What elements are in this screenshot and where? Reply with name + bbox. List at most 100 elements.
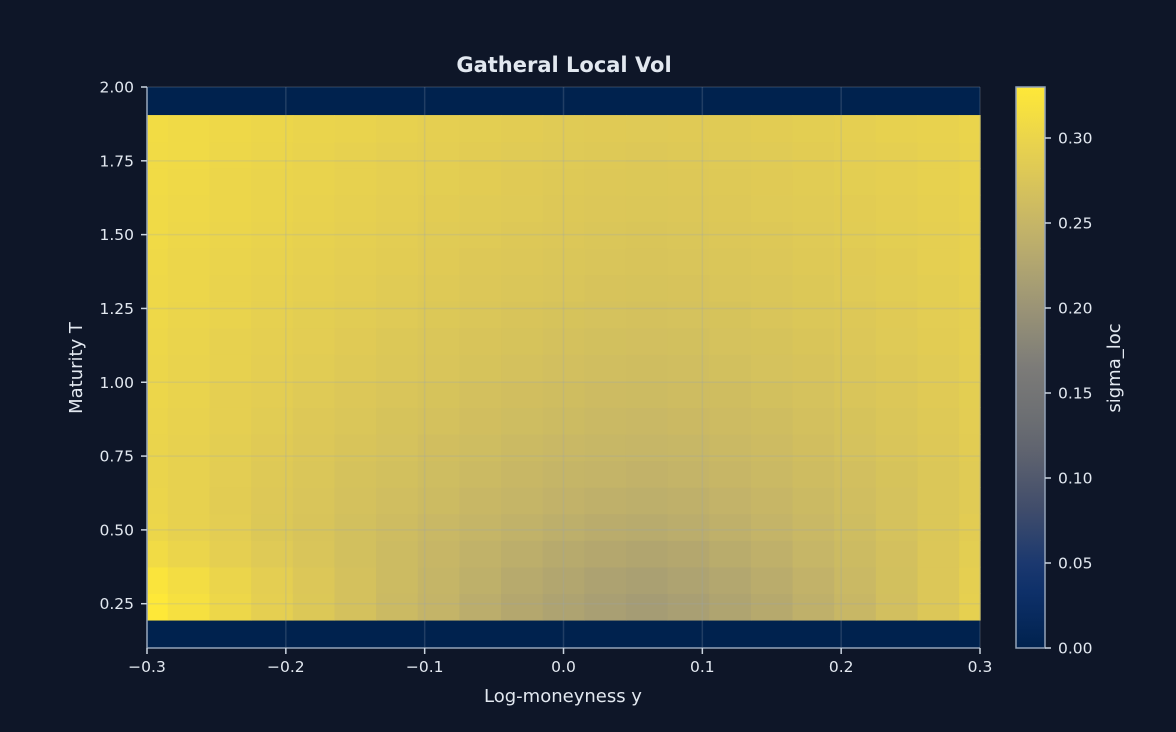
heatmap-cell xyxy=(667,380,710,408)
heatmap-cell xyxy=(501,274,544,302)
heatmap-cell xyxy=(147,380,169,408)
heatmap-cell xyxy=(875,487,919,515)
heatmap-cell xyxy=(959,380,981,408)
heatmap-cell xyxy=(875,354,919,382)
heatmap-cell xyxy=(334,301,377,329)
x-tick-label: −0.2 xyxy=(267,658,305,676)
heatmap-cell xyxy=(251,487,294,515)
heatmap-cell xyxy=(209,115,252,143)
heatmap-cell xyxy=(251,168,294,196)
heatmap-cell xyxy=(209,513,252,541)
heatmap-cell xyxy=(376,221,419,249)
heatmap-cell xyxy=(667,301,710,329)
heatmap-cell xyxy=(875,274,919,302)
heatmap-cell xyxy=(147,301,169,329)
heatmap-cell xyxy=(542,593,585,621)
heatmap-cell xyxy=(167,274,211,302)
heatmap-cell xyxy=(542,407,585,435)
heatmap-cell xyxy=(625,115,669,143)
heatmap-cell xyxy=(209,327,252,355)
heatmap-cell xyxy=(750,513,794,541)
heatmap-cell xyxy=(147,141,169,169)
heatmap-cell xyxy=(667,487,710,515)
heatmap-cell xyxy=(459,380,502,408)
heatmap-cell xyxy=(542,513,585,541)
heatmap-cell xyxy=(709,433,752,462)
heatmap-cell xyxy=(625,168,669,196)
heatmap-cell xyxy=(167,354,211,382)
heatmap-cell xyxy=(251,593,294,621)
heatmap-cell xyxy=(542,433,585,462)
heatmap-cell xyxy=(209,247,252,276)
heatmap-cell xyxy=(292,141,336,169)
heatmap-cell xyxy=(167,247,211,276)
heatmap-cell xyxy=(750,115,794,143)
heatmap-cell xyxy=(625,274,669,302)
heatmap-cell xyxy=(834,593,877,621)
heatmap-cell xyxy=(834,407,877,435)
colorbar-tick-label: 0.25 xyxy=(1058,215,1093,233)
heatmap-cell xyxy=(959,460,981,488)
heatmap-cell xyxy=(251,301,294,329)
heatmap-cell xyxy=(334,433,377,462)
heatmap-cell xyxy=(542,247,585,276)
colorbar-tick-label: 0.20 xyxy=(1058,300,1093,318)
y-tick-label: 0.25 xyxy=(99,595,134,613)
heatmap-cell xyxy=(147,566,169,594)
heatmap-cell xyxy=(834,274,877,302)
heatmap-cell xyxy=(667,115,710,143)
heatmap-cell xyxy=(209,566,252,594)
x-tick-label: 0.0 xyxy=(551,658,576,676)
heatmap-cell xyxy=(292,354,336,382)
heatmap-cell xyxy=(709,301,752,329)
heatmap-cell xyxy=(667,168,710,196)
heatmap-cell xyxy=(376,593,419,621)
heatmap-cell xyxy=(750,380,794,408)
heatmap-cell xyxy=(875,380,919,408)
heatmap-cell xyxy=(875,327,919,355)
y-axis-label: Maturity T xyxy=(66,321,87,414)
heatmap-cell xyxy=(501,168,544,196)
heatmap-cell xyxy=(625,247,669,276)
heatmap-cell xyxy=(376,513,419,541)
heatmap-cell xyxy=(209,460,252,488)
heatmap-cell xyxy=(376,380,419,408)
heatmap-cell xyxy=(709,407,752,435)
colorbar-ticks: 0.00 0.05 0.10 0.15 0.20 0.25 0.30 xyxy=(1045,130,1093,658)
heatmap-cell xyxy=(959,566,981,594)
heatmap-cell xyxy=(334,487,377,515)
heatmap-cell xyxy=(709,247,752,276)
heatmap-cell xyxy=(959,221,981,249)
heatmap-cell xyxy=(917,221,960,249)
heatmap-cell xyxy=(917,593,960,621)
heatmap-cell xyxy=(292,593,336,621)
heatmap-cell xyxy=(584,115,627,143)
heatmap-cell xyxy=(292,566,336,594)
x-tick-label: 0.2 xyxy=(829,658,854,676)
heatmap-cell xyxy=(792,141,835,169)
colorbar-label: sigma_loc xyxy=(1104,323,1125,412)
heatmap-cell xyxy=(875,407,919,435)
heatmap-cell xyxy=(209,168,252,196)
x-tick-label: −0.1 xyxy=(406,658,444,676)
heatmap-cell xyxy=(167,593,211,621)
heatmap-cell xyxy=(459,168,502,196)
heatmap-cell xyxy=(459,566,502,594)
heatmap-cell xyxy=(709,115,752,143)
heatmap-cell xyxy=(875,141,919,169)
heatmap-cell xyxy=(251,540,294,568)
heatmap-cell xyxy=(209,221,252,249)
heatmap-cell xyxy=(709,593,752,621)
heatmap-cell xyxy=(147,354,169,382)
heatmap-cell xyxy=(792,407,835,435)
heatmap-cell xyxy=(376,141,419,169)
heatmap-cell xyxy=(750,487,794,515)
heatmap-cell xyxy=(501,433,544,462)
heatmap-cell xyxy=(750,407,794,435)
heatmap-cell xyxy=(625,194,669,222)
heatmap-cell xyxy=(917,540,960,568)
heatmap-cell xyxy=(959,354,981,382)
heatmap-cell xyxy=(917,380,960,408)
heatmap-cell xyxy=(667,460,710,488)
chart-title: Gatheral Local Vol xyxy=(456,53,671,77)
